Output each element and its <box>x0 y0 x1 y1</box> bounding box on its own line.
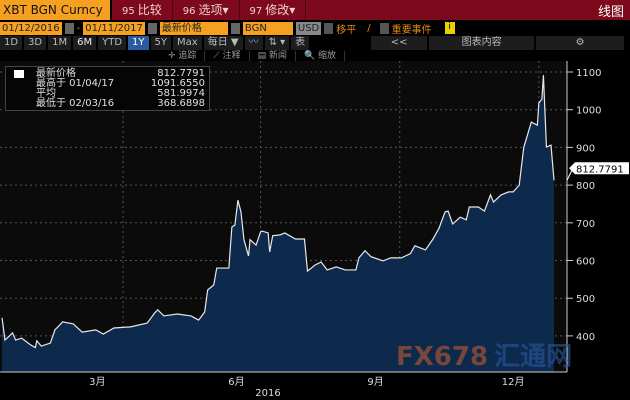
y-tick-label: 1100 <box>576 68 601 79</box>
line-chart-icon[interactable]: 〰 <box>244 36 263 50</box>
y-tick-label: 1000 <box>576 106 601 117</box>
tool-zoom[interactable]: 🔍 缩放 <box>296 51 346 61</box>
menu-compare[interactable]: 95 比较 <box>112 0 173 20</box>
tool-track[interactable]: ✛ 追踪 <box>160 51 206 61</box>
range-5y[interactable]: 5Y <box>150 36 172 50</box>
x-tick-label: 12月 <box>502 376 525 388</box>
range-1d[interactable]: 1D <box>0 36 23 50</box>
menu-label: 比较 <box>137 3 162 17</box>
events-label[interactable]: 重要事件 <box>391 24 432 36</box>
legend-low: 最低于 02/03/16 368.6898 <box>36 99 205 109</box>
menu-num: 95 <box>122 6 135 17</box>
legend-value: 812.7791 <box>157 68 205 79</box>
range-1y[interactable]: 1Y <box>128 36 149 50</box>
title-bar: XBT BGN Curncy 95 比较 96 选项▾ 97 修改▾ 线图 <box>0 0 630 20</box>
move-avg-label[interactable]: 移平 <box>336 24 357 36</box>
start-date-input[interactable]: 01/12/2016 <box>0 21 62 35</box>
menu-num: 96 <box>182 6 196 17</box>
legend-high: 最高于 01/04/17 1091.6550 <box>36 79 205 89</box>
table-button[interactable]: 表 <box>291 36 310 50</box>
price-line <box>1 75 555 349</box>
view-title: 线图 <box>597 4 624 20</box>
range-1m[interactable]: 1M <box>48 36 72 50</box>
x-tick-label: 9月 <box>367 376 383 388</box>
tool-annotate[interactable]: ⟋ 注释 <box>205 51 250 61</box>
year-label: 2016 <box>255 388 280 399</box>
legend-value: 1091.6550 <box>150 78 205 89</box>
collapse-button[interactable]: << <box>371 36 428 50</box>
y-tick-label: 800 <box>576 181 595 192</box>
currency-select[interactable]: USD <box>295 21 322 35</box>
legend-avg: 平均 581.9974 <box>36 89 205 99</box>
legend-value: 581.9974 <box>157 88 205 99</box>
y-tick-label: 900 <box>576 143 595 154</box>
watermark-logo: FX678 汇通网 <box>396 344 572 370</box>
legend-label: 最低于 02/03/16 <box>36 98 115 109</box>
checkbox[interactable] <box>379 22 389 34</box>
source-input[interactable]: BGN <box>242 21 293 35</box>
legend-label: 最新价格 <box>36 68 76 79</box>
menu-options[interactable]: 96 选项▾ <box>173 0 240 20</box>
menu-num: 97 <box>249 6 263 17</box>
legend-last: 最新价格 812.7791 <box>36 69 205 79</box>
info-icon[interactable]: i <box>444 22 455 34</box>
settings-gear-icon[interactable]: ⚙ <box>536 36 625 50</box>
chart-content-button[interactable]: 图表内容 <box>429 36 535 50</box>
dropdown-icon[interactable] <box>230 22 240 34</box>
legend-label: 平均 <box>36 88 56 99</box>
menu-label: 修改▾ <box>265 3 296 17</box>
range-ytd[interactable]: YTD <box>98 36 127 50</box>
checkbox[interactable] <box>324 22 334 34</box>
bar-type-icon[interactable]: ⇅ ▾ <box>264 36 290 50</box>
range-3d[interactable]: 3D <box>24 36 47 50</box>
tool-news[interactable]: ▤ 新闻 <box>250 51 296 61</box>
frequency-select[interactable]: 每日 ▼ <box>203 36 243 50</box>
range-6m[interactable]: 6M <box>73 36 97 50</box>
legend: 最新价格 812.7791 最高于 01/04/17 1091.6550 平均 581… <box>5 66 210 111</box>
y-tick-label: 700 <box>576 219 595 230</box>
field-select[interactable]: 最新价格 <box>159 21 228 35</box>
date-dash: - <box>76 22 81 34</box>
calendar-icon[interactable] <box>147 22 157 34</box>
watermark-text: FX678 <box>396 342 489 372</box>
range-toolbar: 1D 3D 1M 6M YTD 1Y 5Y Max 每日 ▼ 〰 ⇅ ▾ 表 <… <box>0 36 630 50</box>
calendar-icon[interactable] <box>64 22 74 34</box>
last-price-tag <box>569 162 629 175</box>
x-tick-label: 6月 <box>228 376 244 388</box>
separator: / <box>367 22 371 34</box>
legend-label: 最高于 01/04/17 <box>36 78 115 89</box>
y-tick-label: 400 <box>576 332 595 343</box>
y-tick-label: 600 <box>576 257 595 268</box>
menu-modify[interactable]: 97 修改▾ <box>240 0 307 20</box>
watermark-cn: 汇通网 <box>494 342 573 372</box>
chart-tools: ✛ 追踪 ⟋ 注释 ▤ 新闻 🔍 缩放 <box>160 51 346 61</box>
end-date-input[interactable]: 01/11/2017 <box>83 21 145 35</box>
controls-row: 01/12/2016 - 01/11/2017 最新价格 BGN USD 移平 … <box>0 21 630 36</box>
ticker-field[interactable]: XBT BGN Curncy <box>0 0 112 20</box>
menu-label: 选项▾ <box>198 3 229 17</box>
y-tick-label: 500 <box>576 294 595 305</box>
last-price-label: 812.7791 <box>576 164 624 175</box>
price-area <box>2 75 554 373</box>
legend-value: 368.6898 <box>157 98 205 109</box>
legend-swatch <box>14 70 24 78</box>
x-tick-label: 3月 <box>89 376 105 388</box>
range-max[interactable]: Max <box>173 36 202 50</box>
